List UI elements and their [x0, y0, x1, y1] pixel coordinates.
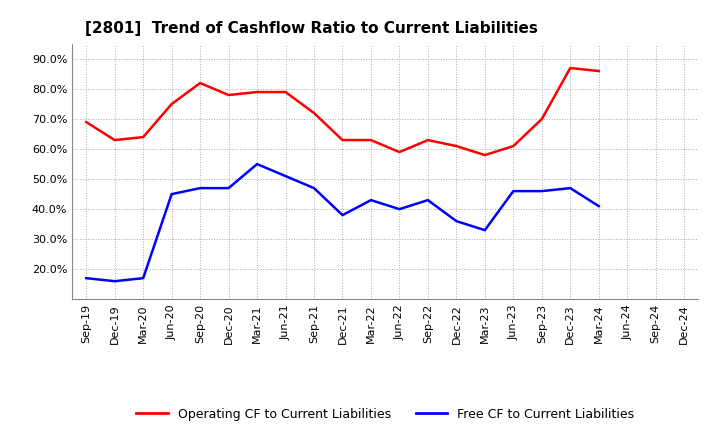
Free CF to Current Liabilities	[310, 186, 318, 191]
Free CF to Current Liabilities	[338, 213, 347, 218]
Operating CF to Current Liabilities	[167, 101, 176, 106]
Free CF to Current Liabilities	[509, 188, 518, 194]
Operating CF to Current Liabilities	[480, 152, 489, 158]
Operating CF to Current Liabilities	[509, 143, 518, 149]
Operating CF to Current Liabilities	[338, 137, 347, 143]
Operating CF to Current Liabilities	[537, 117, 546, 122]
Operating CF to Current Liabilities	[310, 110, 318, 116]
Operating CF to Current Liabilities	[423, 137, 432, 143]
Free CF to Current Liabilities	[366, 198, 375, 203]
Free CF to Current Liabilities	[82, 275, 91, 281]
Free CF to Current Liabilities	[196, 186, 204, 191]
Operating CF to Current Liabilities	[110, 137, 119, 143]
Operating CF to Current Liabilities	[253, 89, 261, 95]
Free CF to Current Liabilities	[167, 191, 176, 197]
Free CF to Current Liabilities	[480, 227, 489, 233]
Line: Free CF to Current Liabilities: Free CF to Current Liabilities	[86, 164, 599, 281]
Free CF to Current Liabilities	[110, 279, 119, 284]
Operating CF to Current Liabilities	[82, 119, 91, 125]
Operating CF to Current Liabilities	[196, 81, 204, 86]
Free CF to Current Liabilities	[225, 186, 233, 191]
Operating CF to Current Liabilities	[139, 135, 148, 140]
Operating CF to Current Liabilities	[395, 150, 404, 155]
Text: [2801]  Trend of Cashflow Ratio to Current Liabilities: [2801] Trend of Cashflow Ratio to Curren…	[84, 21, 537, 36]
Operating CF to Current Liabilities	[225, 92, 233, 98]
Operating CF to Current Liabilities	[366, 137, 375, 143]
Free CF to Current Liabilities	[566, 186, 575, 191]
Legend: Operating CF to Current Liabilities, Free CF to Current Liabilities: Operating CF to Current Liabilities, Fre…	[131, 403, 639, 425]
Free CF to Current Liabilities	[253, 161, 261, 167]
Operating CF to Current Liabilities	[595, 68, 603, 73]
Line: Operating CF to Current Liabilities: Operating CF to Current Liabilities	[86, 68, 599, 155]
Free CF to Current Liabilities	[452, 219, 461, 224]
Operating CF to Current Liabilities	[282, 89, 290, 95]
Free CF to Current Liabilities	[537, 188, 546, 194]
Free CF to Current Liabilities	[282, 173, 290, 179]
Free CF to Current Liabilities	[423, 198, 432, 203]
Free CF to Current Liabilities	[395, 206, 404, 212]
Free CF to Current Liabilities	[139, 275, 148, 281]
Operating CF to Current Liabilities	[566, 66, 575, 71]
Free CF to Current Liabilities	[595, 203, 603, 209]
Operating CF to Current Liabilities	[452, 143, 461, 149]
